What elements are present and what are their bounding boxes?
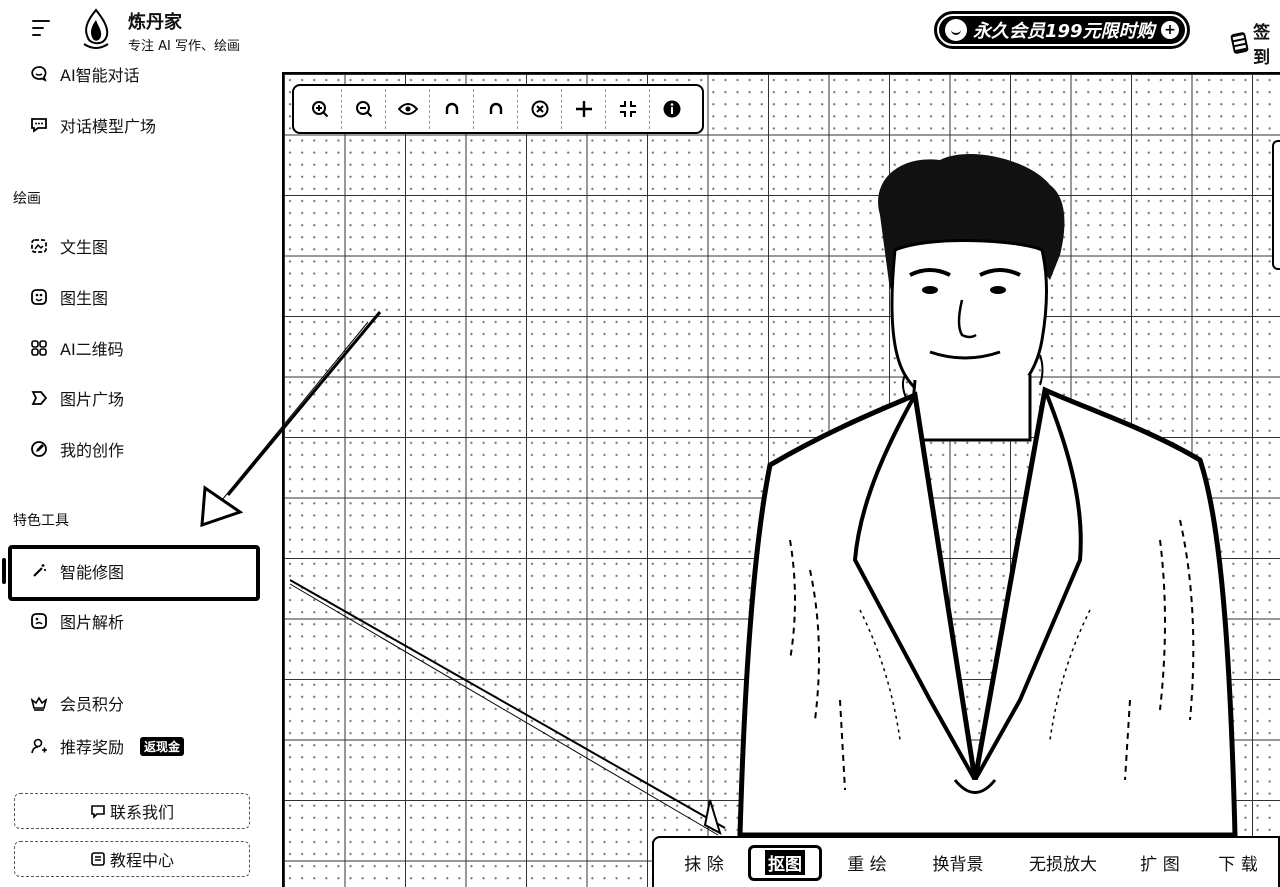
lossless-upscale-button[interactable]: 无损放大 (1029, 855, 1097, 875)
eye-icon (397, 103, 418, 115)
sidebar-item-model-chat[interactable]: 对话模型广场 (30, 113, 156, 137)
zoom-in-icon (311, 101, 328, 118)
sidebar-item-label: AI智能对话 (60, 66, 140, 85)
model-chat-icon (31, 118, 47, 133)
info-button[interactable] (650, 89, 694, 129)
contact-us-label: 联系我们 (109, 803, 174, 822)
side-panel-toggle[interactable] (1272, 140, 1280, 270)
canvas-toolbar (292, 84, 704, 134)
sidebar-item-label: 对话模型广场 (60, 117, 157, 136)
clear-button[interactable] (518, 89, 562, 129)
sidebar-item-label: 智能修图 (60, 563, 125, 582)
checkin-button[interactable]: 签到 (1230, 18, 1280, 68)
top-header: 炼丹家 专注 AI 写作、绘画 永久会员199元限时购 + 签到 (0, 0, 1280, 68)
message-icon (91, 805, 105, 819)
magic-wand-icon (33, 564, 46, 577)
section-title-drawing: 绘画 (13, 191, 41, 207)
sidebar-item-label: 文生图 (60, 238, 109, 257)
sidebar-item-my-creations[interactable]: 我的创作 (30, 437, 124, 461)
sidebar-item-text-to-image[interactable]: 文生图 (30, 234, 108, 258)
edit-icon (31, 441, 47, 457)
image-action-bar: 抹 除 抠图 重 绘 换背景 无损放大 扩 图 下 载 (652, 836, 1280, 887)
sidebar-item-label: 图片解析 (60, 613, 125, 632)
brand-subtitle: 专注 AI 写作、绘画 (128, 39, 240, 54)
crown-icon (30, 696, 48, 711)
undo-icon (445, 102, 458, 114)
subject-photo (737, 154, 1238, 838)
sidebar: AI智能对话 对话模型广场 绘画 文生图 图生图 AI二维码 图片广场 我的创作… (0, 62, 282, 887)
book-icon (91, 852, 105, 866)
cashback-badge: 返现金 (140, 736, 185, 756)
gallery-icon (31, 391, 48, 405)
undo-button[interactable] (430, 89, 474, 129)
expand-image-button[interactable]: 扩 图 (1140, 855, 1180, 875)
repaint-button[interactable]: 重 绘 (847, 855, 887, 875)
checkin-label: 签到 (1253, 23, 1271, 68)
sidebar-item-label: 会员积分 (60, 695, 125, 714)
chat-icon (31, 66, 47, 82)
sidebar-item-gallery[interactable]: 图片广场 (30, 386, 124, 410)
sidebar-item-label: 图生图 (60, 289, 109, 308)
sidebar-item-smart-retouch[interactable]: 智能修图 (30, 559, 124, 583)
sidebar-item-label: 推荐奖励 (60, 738, 125, 757)
sidebar-item-ai-chat[interactable]: AI智能对话 (30, 62, 140, 86)
qrcode-icon (31, 340, 47, 356)
redo-button[interactable] (474, 89, 518, 129)
sidebar-item-label: 图片广场 (60, 390, 125, 409)
text-to-image-icon (31, 239, 47, 253)
promo-label: 永久会员199元限时购 (973, 21, 1155, 42)
info-icon (663, 100, 681, 118)
active-indicator (2, 558, 6, 584)
change-background-button[interactable]: 换背景 (932, 855, 984, 875)
move-icon (575, 101, 592, 117)
cutout-label: 抠图 (765, 850, 805, 875)
zoom-out-icon (355, 101, 372, 118)
sidebar-item-label: AI二维码 (60, 340, 124, 359)
redo-icon (489, 102, 502, 114)
sidebar-item-referral[interactable]: 推荐奖励 返现金 (30, 734, 185, 758)
clear-icon (531, 100, 548, 118)
menu-icon[interactable] (32, 20, 50, 38)
sidebar-item-ai-qrcode[interactable]: AI二维码 (30, 336, 124, 360)
erase-button[interactable]: 抹 除 (684, 855, 724, 875)
user-plus-icon (31, 738, 47, 754)
flame-logo-icon (83, 8, 109, 49)
zoom-out-button[interactable] (342, 89, 386, 129)
contact-us-button[interactable]: 联系我们 (14, 793, 250, 829)
download-button[interactable]: 下 载 (1218, 855, 1258, 875)
brand-title: 炼丹家 (128, 12, 182, 33)
image-analysis-icon (31, 613, 47, 629)
preview-button[interactable] (386, 89, 430, 129)
zoom-in-button[interactable] (298, 89, 342, 129)
sidebar-item-label: 我的创作 (60, 441, 125, 460)
plus-icon: + (1161, 21, 1179, 39)
tutorial-center-label: 教程中心 (109, 851, 174, 870)
active-item-highlight (8, 545, 260, 601)
move-button[interactable] (562, 89, 606, 129)
lifetime-member-promo-button[interactable]: 永久会员199元限时购 + (934, 11, 1190, 49)
sidebar-item-member-points[interactable]: 会员积分 (30, 691, 124, 715)
tutorial-center-button[interactable]: 教程中心 (14, 841, 250, 877)
sidebar-item-image-analysis[interactable]: 图片解析 (30, 609, 124, 633)
image-to-image-icon (31, 289, 47, 305)
smile-icon (945, 19, 967, 41)
sidebar-item-image-to-image[interactable]: 图生图 (30, 285, 108, 309)
fit-screen-button[interactable] (606, 89, 650, 129)
fit-screen-icon (619, 101, 636, 117)
calendar-icon (1230, 31, 1249, 55)
section-title-tools: 特色工具 (13, 513, 69, 529)
cutout-button[interactable]: 抠图 (748, 844, 822, 881)
